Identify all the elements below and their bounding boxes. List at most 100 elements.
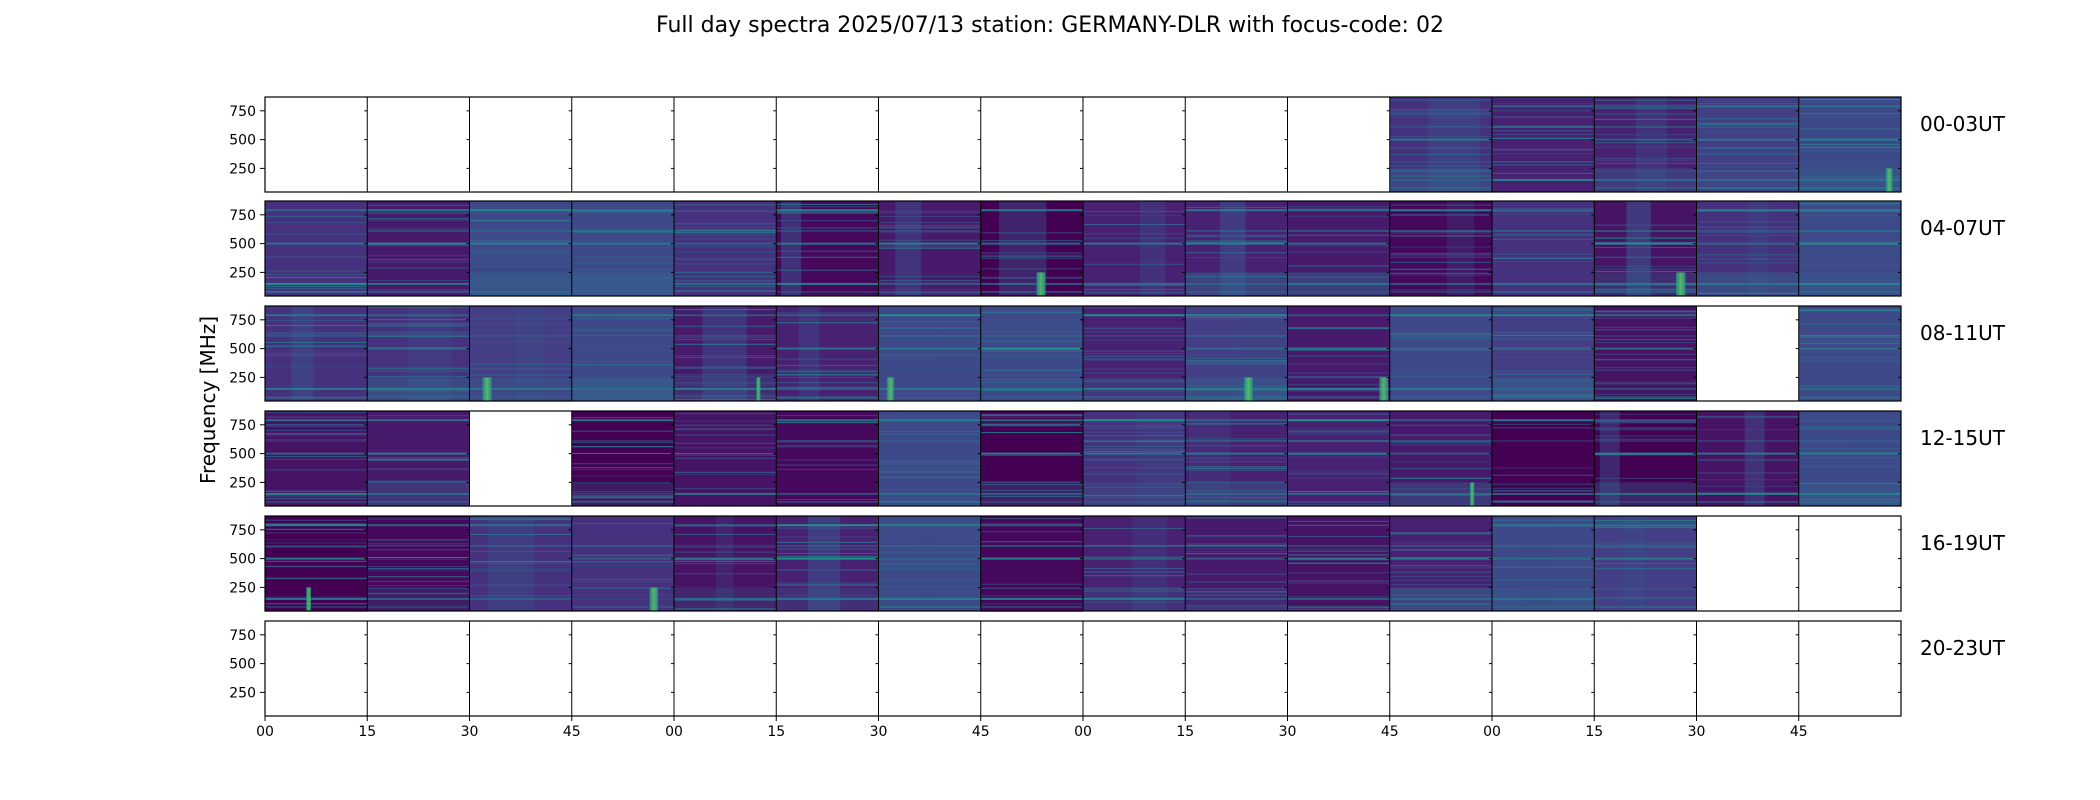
frequency-line [367, 331, 470, 333]
frequency-line [776, 211, 879, 213]
spectrum-cell [1184, 306, 1289, 401]
spectrum-cell [366, 411, 470, 507]
frequency-line [367, 457, 470, 459]
emission-line [1287, 230, 1390, 232]
emission-line [367, 492, 470, 495]
frequency-line [1287, 251, 1390, 253]
spectrum-background [980, 306, 1083, 401]
frequency-line [674, 271, 777, 273]
frequency-line [878, 471, 981, 473]
emission-line [776, 291, 879, 293]
frequency-line [1287, 491, 1390, 493]
frequency-line [469, 249, 572, 251]
frequency-line [1696, 162, 1799, 164]
emission-line [1594, 187, 1697, 189]
spectrum-background [1389, 306, 1492, 401]
emission-line [265, 557, 368, 560]
frequency-line [1594, 163, 1697, 165]
frequency-line [1492, 583, 1595, 585]
y-tick-label: 750 [229, 523, 256, 539]
frequency-line [265, 286, 368, 288]
frequency-line [1083, 590, 1186, 592]
emission-line [1185, 314, 1288, 317]
frequency-line [469, 212, 572, 214]
emission-line [1185, 501, 1288, 503]
frequency-line [878, 433, 981, 435]
frequency-line [367, 576, 470, 578]
frequency-line [1696, 472, 1799, 474]
frequency-line [367, 355, 470, 357]
frequency-line [1083, 449, 1186, 451]
frequency-line [878, 321, 981, 323]
low-band-haze [980, 482, 1083, 506]
burst [1036, 272, 1046, 296]
frequency-line [1287, 372, 1390, 374]
frequency-line [1594, 113, 1697, 115]
emission-line [265, 242, 368, 245]
frequency-line [1798, 451, 1901, 453]
emission-line [878, 545, 981, 547]
frequency-line [1492, 427, 1595, 429]
emission-line [1798, 501, 1901, 503]
frequency-line [571, 227, 674, 229]
frequency-line [1696, 415, 1799, 417]
panel-frame [264, 200, 1902, 297]
frequency-line [878, 551, 981, 553]
low-band-haze [1492, 587, 1595, 611]
emission-line [1798, 387, 1901, 390]
frequency-line [1798, 385, 1901, 387]
frequency-line [1389, 231, 1492, 233]
burst [1469, 482, 1475, 506]
frequency-line [776, 220, 879, 222]
frequency-line [1389, 111, 1492, 113]
frequency-line [367, 459, 470, 461]
x-tick-label: 00 [1074, 724, 1092, 740]
frequency-line [1594, 268, 1697, 270]
frequency-line [367, 480, 470, 482]
frequency-line [265, 498, 368, 500]
frequency-line [776, 556, 879, 558]
frequency-line [1185, 496, 1288, 498]
emission-line [367, 242, 470, 245]
spectrum-background [367, 306, 470, 401]
frequency-line [1287, 430, 1390, 432]
frequency-line [776, 250, 879, 252]
frequency-line [1287, 608, 1390, 610]
frequency-line [265, 424, 368, 426]
emission-line [1185, 545, 1288, 547]
frequency-line [265, 411, 368, 413]
frequency-line [1492, 258, 1595, 260]
emission-line [776, 209, 879, 212]
spectrum-background [776, 306, 879, 401]
frequency-line [571, 345, 674, 347]
frequency-line [878, 567, 981, 569]
frequency-line [674, 343, 777, 345]
frequency-line [1594, 99, 1697, 101]
frequency-line [1696, 152, 1799, 154]
frequency-line [1798, 146, 1901, 148]
frequency-line [571, 329, 674, 331]
frequency-line [1798, 457, 1901, 459]
burst [886, 377, 895, 401]
low-band-haze [776, 587, 879, 611]
emission-line [980, 209, 1083, 212]
frequency-line [1594, 134, 1697, 136]
emission-line [367, 524, 470, 527]
frequency-line [1083, 397, 1186, 399]
x-tick-label: 45 [563, 724, 581, 740]
frequency-line [674, 429, 777, 431]
frequency-line [1696, 486, 1799, 488]
emission-line [1798, 492, 1901, 495]
emission-line [367, 452, 470, 455]
frequency-line [367, 580, 470, 582]
frequency-line [1798, 164, 1901, 166]
frequency-line [469, 560, 572, 562]
frequency-line [980, 255, 1083, 257]
spectrum-background [571, 411, 674, 506]
frequency-line [674, 600, 777, 602]
frequency-line [265, 438, 368, 440]
frequency-line [1185, 591, 1288, 593]
emission-line [980, 501, 1083, 503]
frequency-line [265, 270, 368, 272]
frequency-line [980, 319, 1083, 321]
